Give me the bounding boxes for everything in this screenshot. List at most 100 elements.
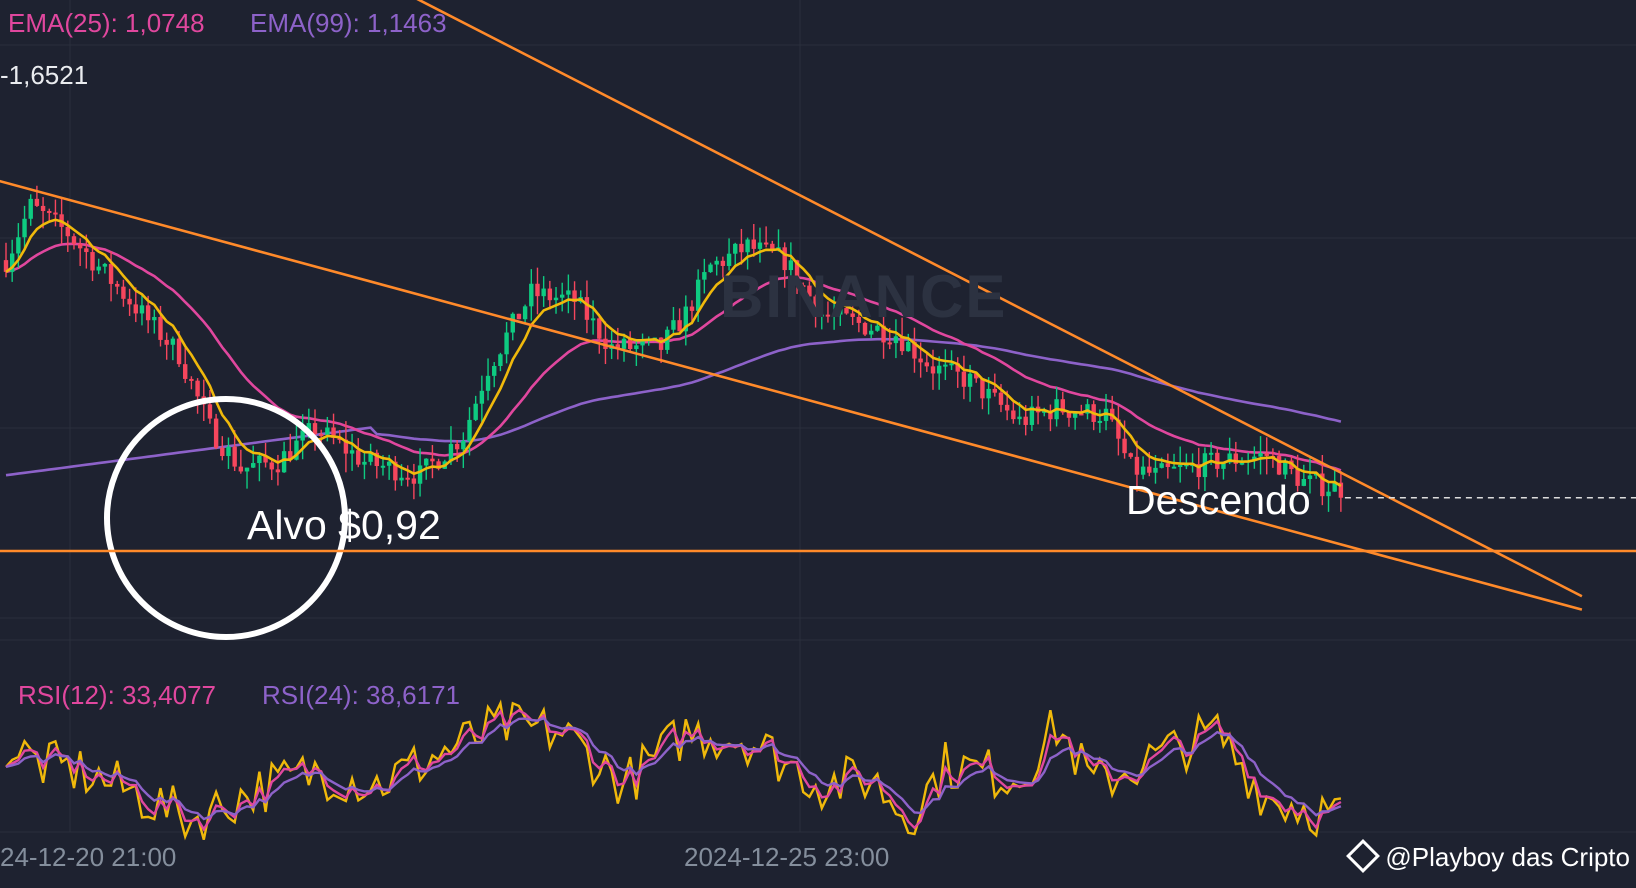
ema25-line	[5, 242, 1342, 472]
candle-body-111	[689, 306, 695, 311]
candle-body-147	[912, 341, 917, 359]
candle-body-151	[936, 365, 942, 374]
candle-body-74	[461, 440, 466, 450]
candle-body-153	[949, 363, 954, 366]
candle-body-103	[640, 339, 645, 346]
candle-body-148	[918, 358, 923, 363]
binance-logo-icon	[1346, 839, 1381, 873]
trendline-4	[0, 179, 1583, 611]
candle-body-79	[492, 365, 497, 376]
candle-body-114	[708, 264, 713, 273]
candle-body-162	[1004, 404, 1010, 411]
candle-body-200	[1239, 462, 1245, 465]
candle-body-216	[1338, 482, 1344, 498]
rsi24-readout: RSI(24): 38,6171	[262, 680, 461, 710]
candle-body-27	[170, 338, 176, 345]
candle-body-145	[899, 336, 905, 352]
candle-body-189	[1171, 466, 1177, 469]
rsi12-line	[5, 708, 1342, 832]
candle-body-139	[862, 322, 868, 335]
candle-body-215	[1332, 482, 1337, 492]
candle-body-108	[671, 320, 676, 330]
candle-body-12	[77, 243, 83, 249]
candle-body-142	[881, 325, 886, 343]
candle-body-45	[281, 451, 287, 473]
candle-body-55	[343, 439, 349, 454]
candle-body-123	[763, 242, 769, 245]
ema99-readout: EMA(99): 1,1463	[250, 8, 447, 38]
candle-body-196	[1215, 452, 1220, 469]
rsi12-readout: RSI(12): 33,4077	[18, 680, 217, 710]
candle-body-35	[220, 447, 225, 457]
candle-body-180	[1116, 419, 1121, 439]
candle-body-47	[294, 440, 299, 460]
candle-body-204	[1264, 453, 1269, 456]
x-tick-label-2: 2024-12-25 23:00	[684, 842, 890, 872]
candle-body-158	[980, 378, 985, 399]
candle-body-50	[312, 423, 318, 435]
candle-body-94	[584, 297, 590, 320]
candle-body-159	[986, 388, 991, 399]
candle-body-88	[547, 288, 553, 301]
candle-body-165	[1023, 416, 1028, 425]
candle-body-60	[374, 452, 379, 467]
candle-body-15	[96, 266, 101, 271]
candle-body-132	[819, 314, 824, 317]
candle-body-23	[145, 305, 151, 321]
candle-body-168	[1042, 410, 1047, 413]
candle-body-101	[627, 338, 633, 350]
candle-body-64	[399, 477, 404, 481]
candle-body-77	[479, 390, 485, 404]
candle-body-85	[529, 283, 534, 307]
candle-body-38	[238, 466, 244, 472]
candle-body-10	[65, 226, 70, 237]
candle-body-54	[337, 437, 342, 440]
candle-body-22	[139, 305, 145, 314]
candle-body-213	[1320, 473, 1325, 497]
candle-body-56	[349, 450, 355, 454]
x-tick-label-1: 24-12-20 21:00	[0, 842, 177, 872]
candle-body-89	[553, 297, 559, 301]
candle-body-87	[541, 288, 546, 297]
candle-body-190	[1178, 464, 1183, 467]
candle-body-137	[850, 313, 855, 317]
candle-body-25	[158, 316, 163, 340]
ema7-layer	[5, 218, 1342, 488]
candle-body-126	[782, 247, 787, 271]
candle-body-5	[34, 198, 40, 206]
candle-body-48	[300, 430, 305, 441]
candle-body-3	[22, 218, 27, 238]
candle-body-160	[992, 388, 997, 393]
candle-body-81	[504, 332, 509, 355]
candle-body-206	[1276, 456, 1282, 475]
credit-text: @Playboy das Cripto	[1385, 842, 1630, 872]
candle-body-143	[887, 342, 892, 345]
candle-body-193	[1196, 464, 1201, 478]
candle-body-75	[467, 419, 472, 441]
candle-body-117	[726, 253, 732, 266]
candle-body-191	[1184, 464, 1189, 467]
candle-body-49	[306, 423, 312, 431]
candle-body-83	[516, 313, 522, 320]
price-readout: -1,6521	[0, 60, 89, 90]
candle-body-175	[1085, 404, 1090, 414]
candle-body-86	[535, 283, 540, 297]
candle-body-46	[288, 451, 293, 460]
candle-body-144	[893, 336, 899, 344]
candle-body-37	[232, 446, 237, 467]
candle-body-120	[745, 239, 750, 253]
candle-body-52	[325, 427, 330, 435]
candle-body-116	[720, 260, 726, 266]
ema99-line	[5, 337, 1342, 477]
candle-body-183	[1134, 456, 1140, 475]
candle-body-115	[714, 260, 719, 265]
candle-body-61	[380, 465, 386, 468]
candle-body-128	[794, 260, 800, 286]
candle-body-31	[195, 380, 200, 397]
candle-body-6	[40, 205, 46, 211]
candle-body-138	[856, 316, 862, 323]
candle-body-152	[943, 364, 948, 367]
candle-body-65	[405, 477, 410, 480]
candle-body-21	[133, 304, 138, 314]
candle-body-14	[90, 252, 95, 271]
